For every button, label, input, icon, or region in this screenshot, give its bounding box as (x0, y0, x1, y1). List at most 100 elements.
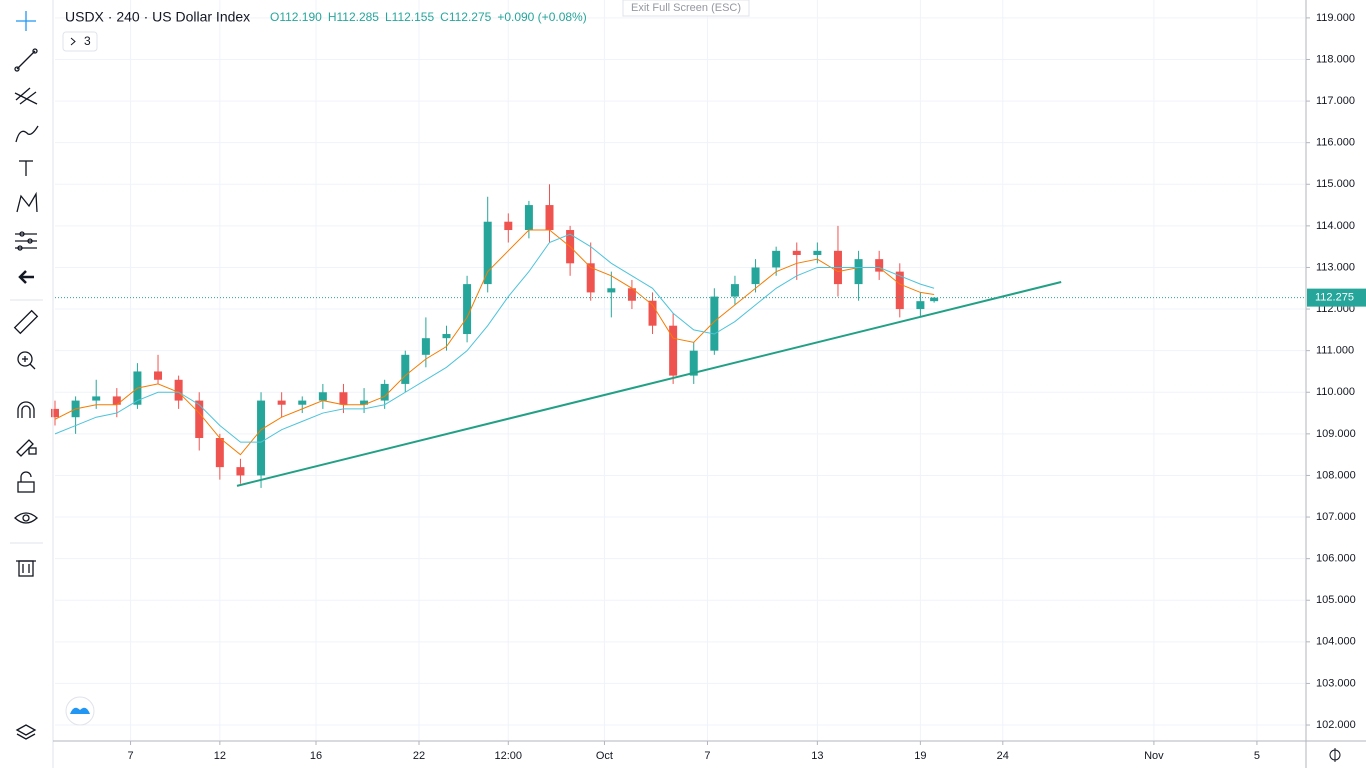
candle-body (380, 383, 389, 401)
x-tick-label: 22 (413, 750, 425, 762)
magnet-tool[interactable] (17, 401, 35, 418)
lock-drawing-tool[interactable] (16, 439, 37, 457)
chevron (70, 37, 76, 46)
candle-body (174, 379, 183, 401)
candle-body (689, 350, 698, 376)
candle-body (257, 400, 266, 476)
candle-body (277, 400, 286, 405)
y-tick-label: 102.000 (1316, 719, 1356, 731)
candle-body (236, 467, 245, 476)
y-tick-label: 105.000 (1316, 594, 1356, 606)
y-tick-label: 115.000 (1316, 178, 1355, 190)
logo-mark (70, 707, 90, 714)
candle-body (895, 271, 904, 310)
candle-body (421, 338, 430, 355)
delete-tool[interactable] (16, 560, 36, 577)
y-tick-label: 116.000 (1316, 137, 1355, 149)
measure-tool[interactable] (15, 231, 37, 251)
lock-tool[interactable] (17, 471, 35, 493)
candle-body (195, 400, 204, 439)
text-tool[interactable] (19, 160, 33, 176)
candle-body (669, 325, 678, 376)
candle-body (524, 205, 533, 231)
candle-body (401, 354, 410, 384)
layers-tool[interactable] (15, 724, 37, 740)
fib-tool[interactable] (14, 87, 38, 105)
ohlc-value: L112.155 (385, 10, 434, 24)
toolbar (10, 11, 1341, 762)
ohlc-value: H112.285 (328, 10, 379, 24)
y-tick-label: 119.000 (1316, 12, 1355, 24)
y-tick-label: 104.000 (1316, 636, 1356, 648)
visibility-tool[interactable] (14, 512, 38, 524)
candle-body (854, 259, 863, 285)
x-tick-label: 12 (214, 750, 226, 762)
trend-line (236, 281, 1062, 487)
candle-body (710, 296, 719, 351)
indicators-count: 3 (84, 34, 91, 48)
y-tick-label: 109.000 (1316, 428, 1356, 440)
trendline-tool[interactable] (14, 48, 38, 72)
x-tick-label: 12:00 (495, 750, 523, 762)
y-tick-label: 107.000 (1316, 511, 1356, 523)
x-tick-label: Oct (596, 750, 613, 762)
y-tick-label: 103.000 (1316, 677, 1356, 689)
candle-body (545, 205, 554, 231)
candle-body (215, 438, 224, 468)
candle-body (930, 297, 939, 302)
settings-icon[interactable] (1329, 749, 1341, 761)
x-tick-label: 24 (997, 750, 1009, 762)
candle-body (92, 396, 101, 401)
candle-body (112, 396, 121, 405)
x-tick-label: 7 (704, 750, 710, 762)
y-tick-label: 118.000 (1316, 53, 1355, 65)
brush-tool[interactable] (15, 125, 39, 143)
candle-body (298, 400, 307, 405)
pattern-tool[interactable] (16, 191, 38, 213)
x-tick-label: 16 (310, 750, 322, 762)
moving-average (54, 229, 935, 456)
y-tick-label: 113.000 (1316, 261, 1355, 273)
exit-fullscreen-label: Exit Full Screen (ESC) (631, 2, 741, 14)
y-tick-label: 111.000 (1316, 345, 1354, 357)
x-tick-label: 7 (127, 750, 133, 762)
candle-body (51, 408, 59, 418)
candle-body (504, 221, 513, 231)
y-tick-label: 108.000 (1316, 469, 1356, 481)
moving-average (54, 233, 935, 443)
x-tick-label: 19 (914, 750, 926, 762)
crosshair-tool[interactable] (16, 11, 36, 31)
candle-body (360, 400, 369, 405)
x-tick-label: 5 (1254, 750, 1260, 762)
candle-body (607, 288, 616, 293)
candle-body (648, 300, 657, 326)
candle-body (318, 392, 327, 401)
ruler-tool[interactable] (13, 309, 39, 335)
candle-body (483, 221, 492, 285)
candle-body (627, 288, 636, 301)
y-tick-label: 114.000 (1316, 220, 1355, 232)
candle-body (339, 392, 348, 405)
exit-fullscreen[interactable] (622, 0, 750, 17)
candle-body (875, 259, 884, 272)
candle-body (916, 301, 925, 310)
last-price-box (1307, 288, 1366, 307)
x-tick-label: 13 (811, 750, 823, 762)
indicators-toggle[interactable] (62, 31, 98, 52)
y-tick-label: 117.000 (1316, 95, 1355, 107)
ohlc-value: C112.275 (440, 10, 491, 24)
x-tick-label: Nov (1144, 750, 1164, 762)
y-tick-label: 106.000 (1316, 553, 1356, 565)
candle-body (586, 263, 595, 293)
symbol-title: USDX · 240 · US Dollar Index (65, 9, 250, 25)
last-price-label: 112.275 (1315, 292, 1354, 304)
candle-body (154, 371, 163, 380)
zoom-tool[interactable] (17, 351, 36, 370)
back-tool[interactable] (18, 270, 34, 284)
candle-body (813, 250, 822, 255)
candle-body (792, 250, 801, 255)
candle-body (730, 284, 739, 297)
